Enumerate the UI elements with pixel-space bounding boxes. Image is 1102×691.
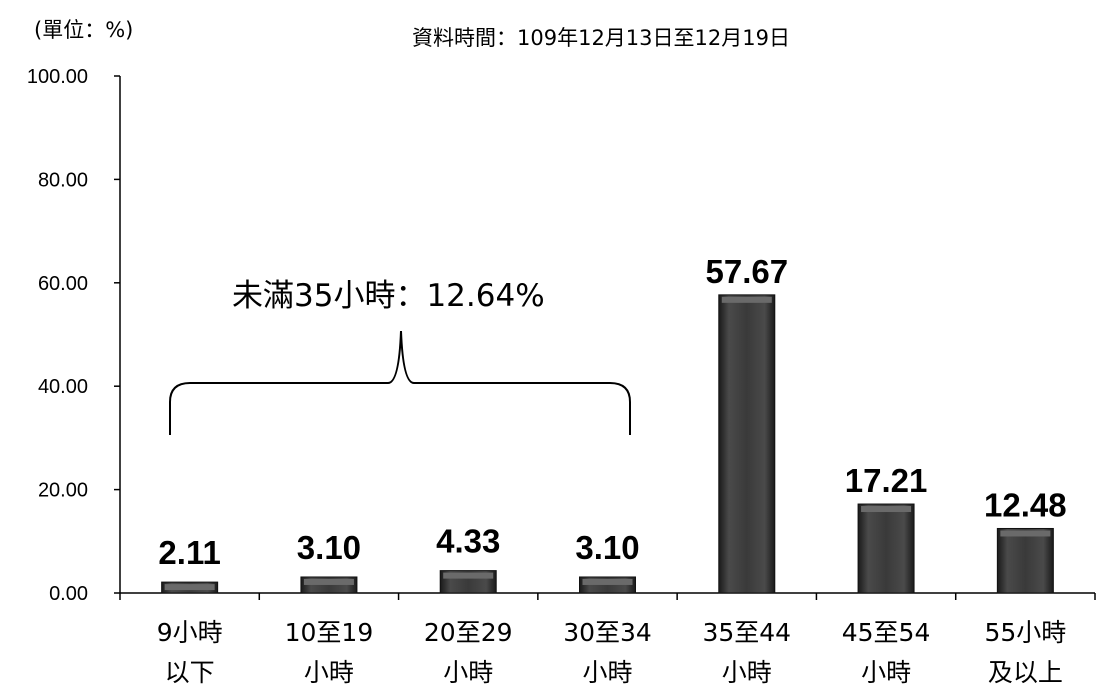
x-tick-label: 45至54 (842, 618, 931, 647)
value-label: 2.11 (158, 534, 220, 571)
y-tick-label: 20.00 (38, 480, 88, 502)
x-tick-label: 小時 (582, 658, 632, 687)
bar-highlight (164, 584, 215, 591)
bar-group: 4.33 20至29 小時 (424, 523, 513, 687)
bar-highlight (721, 296, 772, 303)
y-tick-label: 80.00 (38, 169, 88, 191)
bar-highlight (1000, 530, 1051, 537)
x-tick-label: 30至34 (563, 618, 652, 647)
group-brace (169, 330, 631, 435)
x-tick-label: 35至44 (702, 618, 791, 647)
x-tick-label: 9小時 (157, 618, 223, 647)
x-tick-label: 及以上 (988, 658, 1063, 687)
y-tick-label: 40.00 (38, 376, 88, 398)
bar-group: 3.10 10至19 小時 (285, 529, 374, 687)
x-tick-label: 以下 (165, 658, 215, 687)
x-tick-label: 小時 (443, 658, 493, 687)
x-tick-label: 小時 (861, 658, 911, 687)
x-tick-label: 55小時 (984, 618, 1066, 647)
y-tick-label: 60.00 (38, 273, 88, 295)
under-35-hours-annotation: 未滿35小時：12.64% (232, 278, 545, 314)
value-label: 3.10 (575, 529, 639, 566)
data-period-label: 資料時間：109年12月13日至12月19日 (412, 26, 790, 50)
bar (718, 294, 776, 594)
bar (996, 527, 1054, 594)
bar-highlight (861, 506, 912, 513)
value-label: 17.21 (845, 462, 928, 499)
x-tick-label: 20至29 (424, 618, 513, 647)
y-tick-label: 100.00 (27, 66, 88, 88)
x-tick-label: 小時 (722, 658, 772, 687)
value-label: 3.10 (297, 529, 361, 566)
bar-group: 57.67 35至44 小時 (702, 253, 791, 687)
bar-group: 3.10 30至34 小時 (563, 529, 652, 687)
x-tick-label: 小時 (304, 658, 354, 687)
value-label: 57.67 (705, 253, 788, 290)
value-label: 4.33 (436, 523, 500, 560)
bar (857, 503, 915, 594)
bar-highlight (443, 572, 494, 579)
bar-highlight (303, 578, 354, 585)
bar-highlight (582, 578, 633, 585)
axes: 0.00 20.00 40.00 60.00 80.00 100.00 (27, 66, 1096, 605)
unit-label: (單位：%) (34, 18, 134, 42)
value-label: 12.48 (984, 486, 1067, 523)
bar-group: 17.21 45至54 小時 (842, 462, 931, 687)
y-tick-label: 0.00 (49, 583, 88, 605)
x-tick-label: 10至19 (285, 618, 374, 647)
